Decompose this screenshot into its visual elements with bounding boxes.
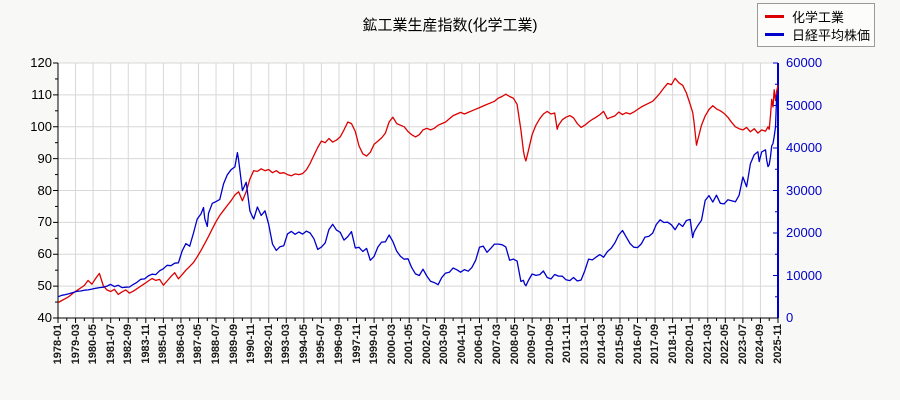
x-tick-label: 2009-07 bbox=[526, 324, 539, 365]
x-tick-label: 1988-07 bbox=[210, 324, 223, 365]
x-tick-label: 2014-03 bbox=[596, 324, 609, 365]
y-right-tick-label: 50000 bbox=[786, 97, 823, 113]
x-tick-label: 2015-05 bbox=[613, 324, 626, 365]
x-tick-label: 2022-05 bbox=[719, 324, 732, 365]
y-left-tick-label: 60 bbox=[37, 246, 52, 262]
legend-label-nikkei: 日経平均株価 bbox=[792, 27, 871, 43]
y-right-tick-label: 10000 bbox=[786, 267, 823, 283]
y-left-tick-label: 50 bbox=[37, 278, 52, 294]
x-tick-label: 2023-07 bbox=[736, 324, 749, 365]
x-tick-label: 2002-07 bbox=[420, 324, 433, 365]
x-tick-label: 2007-03 bbox=[491, 324, 504, 365]
x-tick-label: 2011-11 bbox=[561, 324, 574, 364]
x-tick-label: 1995-07 bbox=[315, 324, 328, 365]
y-right-tick-label: 30000 bbox=[786, 182, 823, 198]
x-tick-label: 1986-03 bbox=[174, 324, 187, 365]
y-right-tick-label: 60000 bbox=[786, 55, 823, 70]
x-tick-label: 2017-09 bbox=[649, 324, 662, 365]
y-left-tick-label: 80 bbox=[37, 182, 52, 198]
x-tick-label: 1992-01 bbox=[262, 324, 275, 365]
x-tick-label: 2018-11 bbox=[666, 324, 679, 364]
legend-label-chemical: 化学工業 bbox=[792, 9, 845, 25]
legend: 化学工業 日経平均株価 bbox=[757, 3, 875, 47]
x-tick-label: 1994-05 bbox=[297, 324, 310, 365]
x-tick-label: 2025-11 bbox=[772, 324, 784, 364]
x-tick-label: 1987-05 bbox=[192, 324, 205, 365]
y-right-tick-label: 40000 bbox=[786, 140, 823, 155]
x-tick-label: 1985-01 bbox=[157, 324, 170, 365]
x-tick-label: 1983-11 bbox=[139, 324, 152, 364]
x-tick-label: 1996-09 bbox=[332, 324, 345, 365]
x-tick-label: 1978-01 bbox=[52, 324, 64, 365]
x-tick-label: 1979-03 bbox=[69, 324, 82, 365]
x-tick-label: 1982-09 bbox=[122, 324, 135, 365]
x-tick-label: 2008-05 bbox=[508, 324, 521, 365]
x-tick-label: 2001-05 bbox=[403, 324, 416, 365]
y-right-tick-label: 20000 bbox=[786, 225, 823, 240]
x-tick-label: 2024-09 bbox=[754, 324, 767, 365]
legend-item-chemical: 化学工業 bbox=[765, 7, 866, 25]
x-tick-label: 2013-01 bbox=[578, 324, 591, 365]
y-left-tick-label: 90 bbox=[37, 150, 52, 166]
legend-item-nikkei: 日経平均株価 bbox=[765, 25, 870, 43]
y-left-tick-label: 70 bbox=[37, 214, 52, 230]
y-left-tick-label: 40 bbox=[37, 310, 52, 325]
x-tick-label: 1980-05 bbox=[87, 324, 100, 365]
x-tick-label: 2004-11 bbox=[455, 324, 468, 364]
y-left-tick-label: 110 bbox=[31, 86, 52, 102]
x-tick-label: 2000-03 bbox=[385, 324, 398, 365]
y-left-tick-label: 120 bbox=[30, 55, 52, 70]
x-tick-label: 2003-09 bbox=[438, 324, 451, 365]
series-line-chemical bbox=[57, 77, 779, 304]
legend-line-chemical-icon bbox=[765, 14, 784, 18]
chart-title: 鉱工業生産指数(化学工業) bbox=[362, 17, 538, 34]
x-tick-label: 2006-01 bbox=[473, 324, 486, 365]
x-tick-label: 1999-01 bbox=[368, 324, 381, 365]
x-tick-label: 2020-01 bbox=[684, 324, 697, 365]
legend-line-nikkei-icon bbox=[765, 32, 784, 36]
x-tick-label: 1990-11 bbox=[245, 324, 258, 364]
series-line-nikkei bbox=[57, 94, 779, 298]
x-tick-label: 2021-03 bbox=[701, 324, 714, 365]
x-tick-label: 1993-03 bbox=[280, 324, 293, 365]
x-tick-label: 2010-09 bbox=[543, 324, 556, 365]
y-left-tick-label: 100 bbox=[30, 118, 52, 134]
y-right-tick-label: 0 bbox=[786, 310, 794, 325]
x-tick-label: 1989-09 bbox=[227, 324, 240, 365]
x-tick-label: 2016-07 bbox=[631, 324, 644, 365]
x-tick-label: 1997-11 bbox=[350, 324, 363, 364]
x-tick-label: 1981-07 bbox=[104, 324, 117, 365]
